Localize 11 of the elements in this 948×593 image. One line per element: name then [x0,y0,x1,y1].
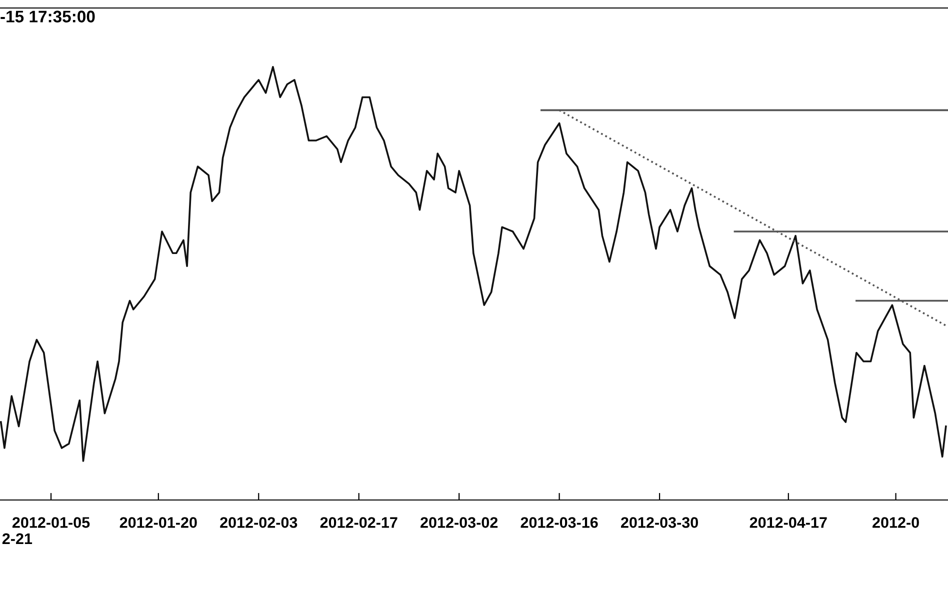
x-tick-label: 2012-02-03 [220,517,298,528]
x-tick-label: 2012-03-30 [621,517,698,528]
x-tick-label: 2012-01-20 [120,517,197,528]
x-tick-label: 2012-03-16 [520,517,598,528]
x-tick-label: 2012-03-02 [420,517,498,528]
x-tick-label: 2012-02-17 [320,517,398,528]
chart-title: -15 17:35:00 [0,10,95,22]
x-tick-label: 2012-0 [872,517,919,528]
x-tick-label: 2012-01-05 [12,517,90,528]
text: 2-21 [2,533,32,544]
x-tick-label: 2012-04-17 [750,517,827,528]
